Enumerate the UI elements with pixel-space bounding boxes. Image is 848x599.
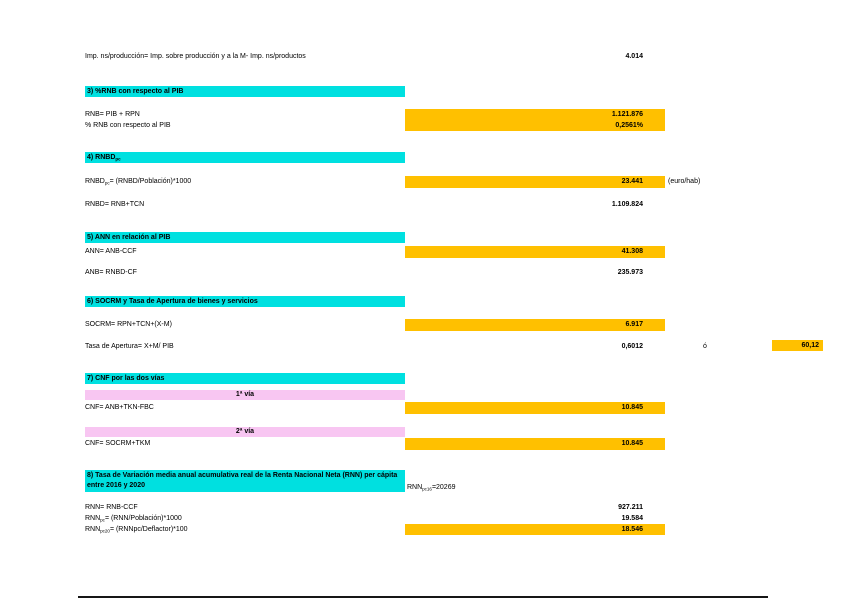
window-bottom-edge <box>78 596 768 598</box>
cell-cnf-via1-value[interactable]: 10.845 <box>405 402 665 414</box>
cell-tasa-apertura-value[interactable]: 0,6012 <box>621 343 643 350</box>
cell-rnb-value[interactable]: 1.121.876 <box>405 109 665 120</box>
formula-label-rnn: RNN= RNB-CCF <box>85 504 138 511</box>
formula-label-rnbd: RNBD= RNB+TCN <box>85 201 145 208</box>
formula-label-ann: ANN= ANB-CCF <box>85 248 137 255</box>
formula-label-rnn-pc: RNNpc= (RNN/Población)*1000 <box>85 515 182 523</box>
via1-banner: 1ª vía <box>85 390 405 400</box>
cell-ann-value[interactable]: 41.308 <box>405 246 665 258</box>
formula-label-rnbd-pc: RNBDpc= (RNBD/Población)*1000 <box>85 178 192 186</box>
section4-title-subscript: pc <box>115 156 121 162</box>
cell-socrm-value[interactable]: 6.917 <box>405 319 665 331</box>
formula-label-rnn-pc20: RNNpc20= (RNNpc/Deflactor)*100 <box>85 526 188 534</box>
section3-header: 3) %RNB con respecto al PIB <box>85 86 405 97</box>
formula-label-imp-produccion: Imp. ns/producción= Imp. sobre producció… <box>85 53 306 60</box>
section5-header: 5) ANN en relación al PIB <box>85 232 405 243</box>
formula-label-tasa-apertura: Tasa de Apertura= X+M/ PIB <box>85 343 174 350</box>
cell-rnn-pc20-value[interactable]: 18.546 <box>405 524 665 535</box>
section8-header: 8) Tasa de Variación media anual acumula… <box>85 470 405 492</box>
section4-header: 4) RNBDpc <box>85 152 405 163</box>
cell-rnn-pc-value[interactable]: 19.584 <box>621 515 643 522</box>
formula-label-cnf-via2: CNF= SOCRM+TKM <box>85 440 151 447</box>
cell-anb-value[interactable]: 235.973 <box>617 269 643 276</box>
formula-label-cnf-via1: CNF= ANB+TKN-FBC <box>85 404 154 411</box>
note-rnn-pc16: RNNpc16=20269 <box>407 484 456 492</box>
cell-tasa-apertura-pct-value[interactable]: 60,12 <box>772 340 823 351</box>
section6-header: 6) SOCRM y Tasa de Apertura de bienes y … <box>85 296 405 307</box>
formula-label-pct-rnb-pib: % RNB con respecto al PIB <box>85 122 171 129</box>
cell-pct-rnb-pib-value[interactable]: 0,2561% <box>405 120 665 131</box>
cell-cnf-via2-value[interactable]: 10.845 <box>405 438 665 450</box>
section7-header: 7) CNF por las dos vías <box>85 373 405 384</box>
cell-rnbd-value[interactable]: 1.109.824 <box>611 201 643 208</box>
cell-imp-produccion-value[interactable]: 4.014 <box>625 53 643 60</box>
formula-label-rnb: RNB= PIB + RPN <box>85 111 140 118</box>
via2-banner: 2ª vía <box>85 427 405 437</box>
unit-label-euro-hab: (euro/hab) <box>668 178 701 185</box>
cell-rnbd-pc-value[interactable]: 23.441 <box>405 176 665 188</box>
formula-label-socrm: SOCRM= RPN+TCN+(X-M) <box>85 321 172 328</box>
section4-title-main: 4) RNBD <box>87 154 116 161</box>
cell-rnn-value[interactable]: 927.211 <box>618 504 643 511</box>
or-connector-label: ó <box>703 343 707 350</box>
formula-label-anb: ANB= RNBD-CF <box>85 269 137 276</box>
